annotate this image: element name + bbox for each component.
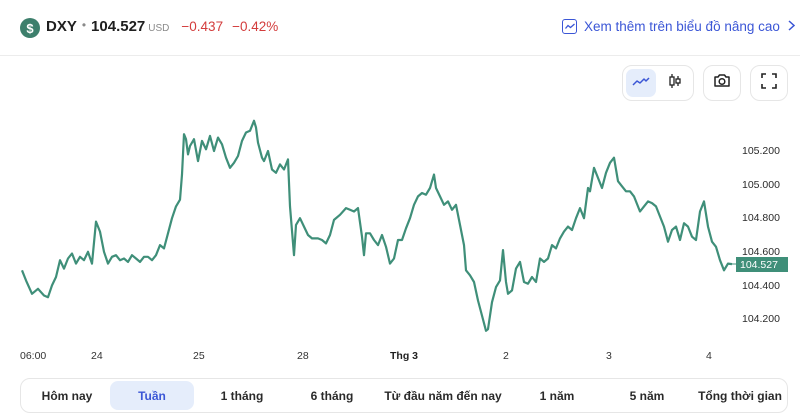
range-tab-5-years[interactable]: 5 năm xyxy=(629,388,665,403)
x-tick: 2 xyxy=(503,350,509,362)
candlestick-chart-button[interactable] xyxy=(660,69,690,97)
x-tick: 28 xyxy=(297,350,309,362)
chevron-right-icon xyxy=(788,19,796,34)
range-tab-6-months[interactable]: 6 tháng xyxy=(310,388,354,403)
range-tab-ytd[interactable]: Từ đầu năm đến nay xyxy=(384,388,502,403)
change-percent: −0.42% xyxy=(232,19,279,34)
fullscreen-icon xyxy=(761,72,777,94)
separator: • xyxy=(81,18,87,32)
price: 104.527 xyxy=(91,18,146,35)
price-line-chart[interactable] xyxy=(0,110,800,345)
y-tick: 104.400 xyxy=(742,280,780,292)
candlestick-icon xyxy=(668,73,682,94)
symbol: DXY xyxy=(46,18,77,35)
advanced-chart-label: Xem thêm trên biểu đồ nâng cao xyxy=(584,19,780,34)
time-range-selector: Hôm nay Tuần 1 tháng 6 tháng Từ đầu năm … xyxy=(20,378,788,413)
camera-icon xyxy=(713,73,731,93)
x-tick: Thg 3 xyxy=(390,350,418,362)
change-absolute: −0.437 xyxy=(181,19,224,34)
x-tick: 06:00 xyxy=(20,350,47,362)
line-chart-icon xyxy=(632,74,650,92)
line-chart-button[interactable] xyxy=(626,69,656,97)
x-tick: 24 xyxy=(91,350,103,362)
x-tick: 25 xyxy=(193,350,205,362)
range-tab-1-year[interactable]: 1 năm xyxy=(539,388,575,403)
y-tick: 105.000 xyxy=(742,179,780,191)
y-tick: 105.200 xyxy=(742,145,780,157)
advanced-chart-link[interactable]: Xem thêm trên biểu đồ nâng cao xyxy=(562,19,796,34)
screenshot-button[interactable] xyxy=(703,65,741,101)
y-tick: 104.200 xyxy=(742,313,780,325)
x-tick: 3 xyxy=(606,350,612,362)
range-tab-1-month[interactable]: 1 tháng xyxy=(220,388,264,403)
chart-trend-icon xyxy=(562,19,577,34)
chart-type-toggle xyxy=(622,65,694,101)
fullscreen-button[interactable] xyxy=(750,65,788,101)
y-tick: 104.800 xyxy=(742,212,780,224)
range-tab-all-time[interactable]: Tổng thời gian xyxy=(698,388,782,403)
currency: USD xyxy=(148,23,170,34)
range-tab-today[interactable]: Hôm nay xyxy=(41,388,93,403)
y-tick: 104.600 xyxy=(742,246,780,258)
range-tab-week[interactable]: Tuần xyxy=(110,381,194,410)
x-tick: 4 xyxy=(706,350,712,362)
quote-header: $ DXY • 104.527 USD −0.437 −0.42% Xem th… xyxy=(0,0,800,56)
dollar-icon: $ xyxy=(20,18,40,38)
ticker-summary: $ DXY • 104.527 USD −0.437 −0.42% xyxy=(20,18,287,38)
last-price-tag: 104.527 xyxy=(736,257,788,272)
price-line xyxy=(20,119,733,332)
